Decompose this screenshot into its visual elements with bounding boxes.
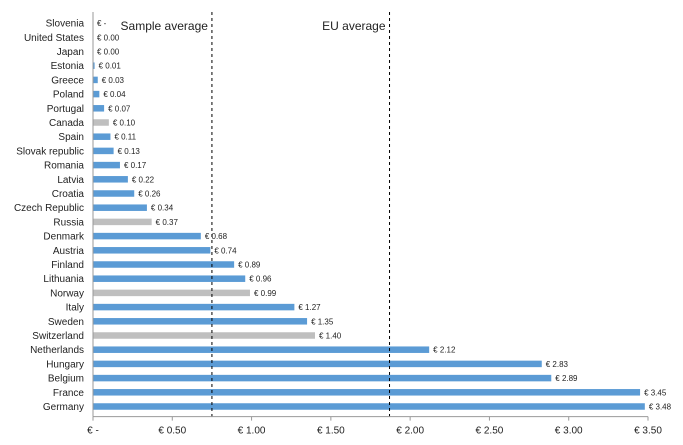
bar-finland (93, 261, 235, 268)
data-label-hungary: € 2.83 (546, 360, 569, 369)
bar-denmark (93, 232, 201, 240)
category-label-spain: Spain (58, 132, 84, 143)
data-label-estonia: € 0.01 (99, 62, 122, 71)
bar-switzerland (93, 332, 315, 339)
x-tick-label: € 1.50 (317, 426, 345, 437)
data-label-czech-republic: € 0.34 (151, 204, 174, 213)
reference-label-eu-average: EU average (322, 19, 386, 33)
bar-sweden (93, 318, 308, 325)
x-tick-label: € 2.00 (396, 426, 424, 437)
data-label-latvia: € 0.22 (132, 175, 155, 184)
category-label-united-states: United States (24, 33, 84, 44)
category-label-netherlands: Netherlands (30, 345, 84, 356)
data-label-italy: € 1.27 (298, 303, 321, 312)
data-label-sweden: € 1.35 (311, 317, 334, 326)
category-labels: Slovenia United States Japan Estonia Greece P… (14, 19, 85, 413)
category-label-germany: Germany (43, 402, 84, 413)
bar-canada (93, 119, 109, 126)
bar-croatia (93, 190, 135, 197)
data-label-canada: € 0.10 (113, 119, 136, 128)
data-label-united-states: € 0.00 (97, 33, 120, 42)
data-label-lithuania: € 0.96 (249, 275, 272, 284)
category-label-romania: Romania (44, 161, 84, 172)
bar-spain (93, 133, 111, 140)
x-tick-label: € - (87, 426, 99, 437)
data-label-austria: € 0.74 (214, 246, 237, 255)
data-labels: € - € 0.00 € 0.00 € 0.01 € 0.03 € 0.04 € 0.07 €… (97, 19, 672, 411)
data-label-poland: € 0.04 (103, 90, 126, 99)
bar-estonia (93, 62, 95, 69)
bar-czech-republic (93, 204, 147, 211)
bar-hungary (93, 360, 542, 368)
data-label-denmark: € 0.68 (205, 232, 228, 241)
data-label-switzerland: € 1.40 (319, 332, 342, 341)
category-label-switzerland: Switzerland (32, 331, 84, 342)
x-tick-label: € 1.00 (238, 426, 266, 437)
x-tick-label: € 2.50 (476, 426, 504, 437)
category-label-sweden: Sweden (48, 317, 84, 328)
category-label-portugal: Portugal (47, 104, 84, 115)
bar-belgium (93, 374, 552, 382)
bar-germany (93, 403, 645, 410)
bar-greece (93, 76, 98, 84)
bar-slovak-republic (93, 147, 114, 155)
data-label-spain: € 0.11 (114, 133, 136, 142)
category-label-belgium: Belgium (48, 374, 84, 385)
category-label-japan: Japan (57, 47, 84, 58)
data-label-russia: € 0.37 (156, 218, 179, 227)
data-label-croatia: € 0.26 (138, 190, 161, 199)
data-label-japan: € 0.00 (97, 48, 120, 57)
category-label-finland: Finland (51, 260, 84, 271)
category-label-norway: Norway (50, 288, 84, 299)
data-label-belgium: € 2.89 (555, 374, 578, 383)
category-label-lithuania: Lithuania (43, 274, 84, 285)
data-label-france: € 3.45 (644, 388, 667, 397)
category-label-denmark: Denmark (43, 232, 85, 243)
data-label-greece: € 0.03 (102, 76, 125, 85)
category-label-croatia: Croatia (52, 189, 85, 200)
bar-netherlands (93, 346, 430, 353)
category-label-france: France (53, 388, 85, 399)
category-label-hungary: Hungary (46, 359, 84, 370)
data-label-netherlands: € 2.12 (433, 346, 456, 355)
category-label-estonia: Estonia (51, 61, 85, 72)
data-label-norway: € 0.99 (254, 289, 277, 298)
x-tick-label: € 3.50 (634, 426, 662, 437)
category-label-latvia: Latvia (57, 175, 84, 186)
category-label-greece: Greece (51, 75, 84, 86)
data-label-slovenia: € - (97, 19, 107, 28)
bar-italy (93, 303, 295, 311)
x-tick-label: € 3.00 (555, 426, 583, 437)
category-label-czech-republic: Czech Republic (14, 203, 84, 214)
category-label-slovenia: Slovenia (46, 19, 85, 30)
bar-latvia (93, 176, 128, 183)
bars-group (93, 62, 645, 410)
x-axis: € - € 0.50 € 1.00 € 1.50 € 2.00 € 2.50 € 3.00 €… (87, 12, 662, 437)
bar-norway (93, 289, 250, 297)
bar-romania (93, 161, 120, 169)
category-label-poland: Poland (53, 90, 84, 101)
x-tick-label: € 0.50 (158, 426, 186, 437)
category-label-italy: Italy (66, 303, 84, 314)
reference-lines: Sample average EU average (121, 12, 391, 417)
bar-poland (93, 90, 100, 98)
category-label-canada: Canada (49, 118, 84, 129)
bar-portugal (93, 105, 105, 112)
reference-label-sample-average: Sample average (121, 19, 209, 33)
bar-austria (93, 247, 211, 254)
bar-lithuania (93, 275, 246, 282)
data-label-portugal: € 0.07 (108, 104, 131, 113)
category-label-russia: Russia (53, 217, 84, 228)
category-label-austria: Austria (53, 246, 85, 257)
data-label-germany: € 3.48 (649, 403, 672, 412)
category-label-slovak-republic: Slovak republic (16, 146, 84, 157)
data-label-slovak-republic: € 0.13 (118, 147, 141, 156)
bar-france (93, 389, 641, 396)
data-label-romania: € 0.17 (124, 161, 147, 170)
bar-russia (93, 218, 152, 226)
data-label-finland: € 0.89 (238, 261, 261, 270)
